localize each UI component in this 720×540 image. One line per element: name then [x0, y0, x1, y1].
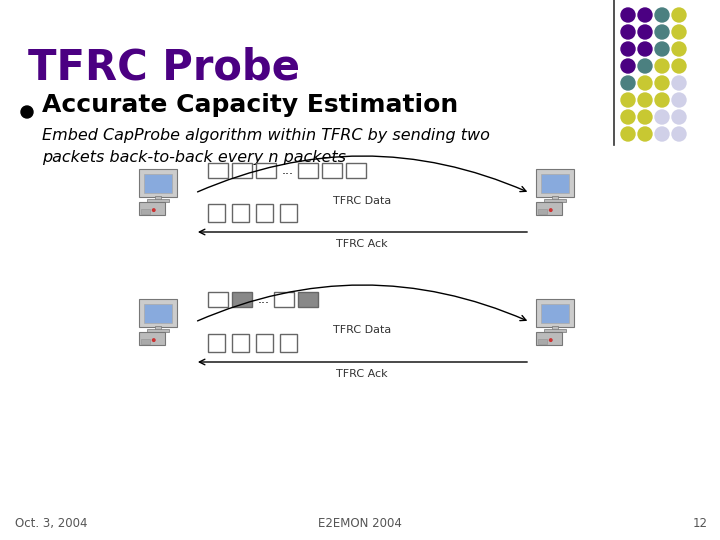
Text: TFRC Data: TFRC Data: [333, 325, 391, 335]
Circle shape: [621, 93, 635, 107]
Text: Accurate Capacity Estimation: Accurate Capacity Estimation: [42, 93, 458, 117]
Circle shape: [621, 76, 635, 90]
Bar: [536, 201, 562, 215]
Circle shape: [621, 8, 635, 22]
Text: Oct. 3, 2004: Oct. 3, 2004: [15, 517, 88, 530]
Circle shape: [638, 42, 652, 56]
Bar: [139, 332, 165, 345]
Bar: [208, 204, 225, 222]
Bar: [552, 326, 559, 330]
Bar: [536, 332, 562, 345]
Bar: [298, 292, 318, 307]
Bar: [552, 195, 559, 200]
Circle shape: [655, 93, 669, 107]
Bar: [139, 299, 176, 327]
Bar: [139, 201, 165, 215]
Circle shape: [549, 209, 552, 211]
Circle shape: [655, 76, 669, 90]
Text: ...: ...: [282, 164, 294, 177]
Circle shape: [638, 59, 652, 73]
Circle shape: [672, 8, 686, 22]
Circle shape: [672, 93, 686, 107]
Bar: [232, 292, 252, 307]
Bar: [541, 173, 570, 193]
Circle shape: [153, 339, 155, 341]
Circle shape: [672, 110, 686, 124]
Bar: [232, 204, 249, 222]
Text: TFRC Data: TFRC Data: [333, 196, 391, 206]
Bar: [280, 334, 297, 352]
Bar: [538, 339, 546, 343]
Circle shape: [638, 93, 652, 107]
Bar: [139, 170, 176, 197]
Circle shape: [672, 76, 686, 90]
Bar: [141, 339, 150, 343]
Bar: [141, 209, 150, 213]
Circle shape: [638, 25, 652, 39]
Circle shape: [621, 59, 635, 73]
Bar: [538, 209, 546, 213]
Circle shape: [621, 25, 635, 39]
Bar: [280, 204, 297, 222]
Circle shape: [638, 8, 652, 22]
Circle shape: [672, 59, 686, 73]
Text: TFRC Ack: TFRC Ack: [336, 369, 388, 379]
Circle shape: [638, 76, 652, 90]
Circle shape: [21, 106, 33, 118]
Circle shape: [655, 59, 669, 73]
Circle shape: [655, 110, 669, 124]
Bar: [536, 170, 574, 197]
Bar: [541, 303, 570, 323]
Circle shape: [153, 209, 155, 211]
Circle shape: [672, 25, 686, 39]
Bar: [208, 334, 225, 352]
Bar: [155, 326, 161, 330]
Bar: [208, 292, 228, 307]
Bar: [155, 195, 161, 200]
Bar: [256, 163, 276, 178]
Bar: [322, 163, 342, 178]
Bar: [232, 334, 249, 352]
Bar: [544, 199, 566, 202]
Bar: [143, 303, 173, 323]
Bar: [298, 163, 318, 178]
Text: TFRC Ack: TFRC Ack: [336, 239, 388, 249]
Text: ...: ...: [258, 293, 270, 306]
Circle shape: [672, 127, 686, 141]
Bar: [147, 329, 169, 333]
Circle shape: [621, 42, 635, 56]
Bar: [256, 204, 273, 222]
Bar: [232, 163, 252, 178]
Circle shape: [638, 127, 652, 141]
Circle shape: [655, 42, 669, 56]
Bar: [544, 329, 566, 333]
Text: Embed CapProbe algorithm within TFRC by sending two
packets back-to-back every n: Embed CapProbe algorithm within TFRC by …: [42, 128, 490, 165]
Bar: [274, 292, 294, 307]
Circle shape: [672, 42, 686, 56]
Text: TFRC Probe: TFRC Probe: [28, 47, 300, 89]
Bar: [143, 173, 173, 193]
Bar: [208, 163, 228, 178]
Bar: [147, 199, 169, 202]
Circle shape: [638, 110, 652, 124]
Bar: [346, 163, 366, 178]
Text: 12: 12: [693, 517, 708, 530]
Circle shape: [621, 127, 635, 141]
Circle shape: [549, 339, 552, 341]
Circle shape: [655, 127, 669, 141]
Circle shape: [655, 25, 669, 39]
Bar: [536, 299, 574, 327]
Circle shape: [655, 8, 669, 22]
Bar: [256, 334, 273, 352]
Text: E2EMON 2004: E2EMON 2004: [318, 517, 402, 530]
Circle shape: [621, 110, 635, 124]
